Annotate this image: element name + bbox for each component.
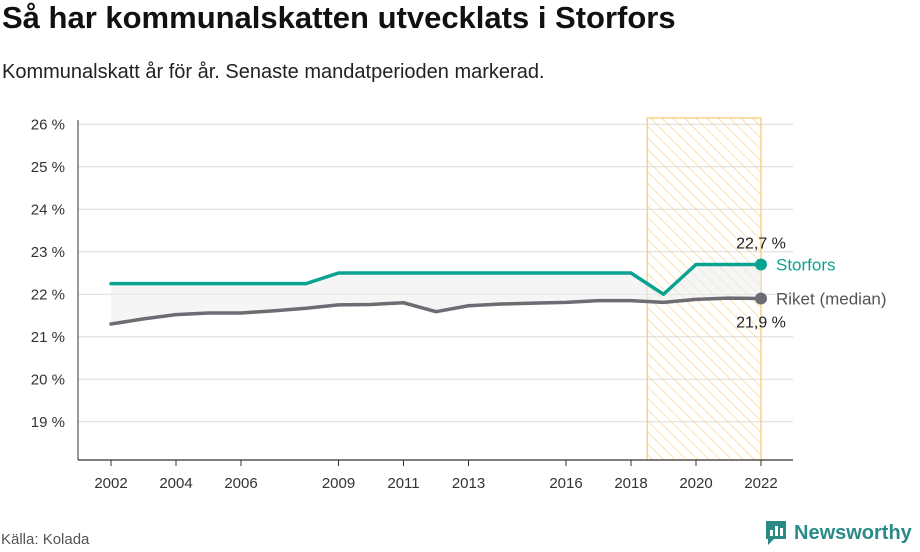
chart-title: Så har kommunalskatten utvecklats i Stor… [2,0,676,35]
x-tick-label: 2009 [322,475,355,492]
storfors-value-label: 22,7 % [736,236,786,253]
riket-endpoint [755,292,767,305]
y-tick-label: 25 % [31,159,65,176]
x-tick-label: 2006 [224,475,257,492]
x-tick-label: 2016 [549,475,582,492]
newsworthy-logo-icon [766,521,786,545]
y-tick-label: 20 % [31,371,65,388]
chart-subtitle: Kommunalskatt år för år. Senaste mandatp… [2,61,545,83]
y-tick-label: 22 % [31,286,65,303]
storfors-line [109,262,763,296]
y-tick-label: 26 % [31,116,65,133]
x-tick-label: 2020 [679,475,712,492]
x-tick-label: 2013 [452,475,485,492]
riket-series-label: Riket (median) [776,290,887,309]
source-note: Källa: Kolada [1,531,90,548]
storfors-endpoint [755,258,767,271]
y-tick-label: 19 % [31,414,65,431]
x-tick-label: 2018 [614,475,647,492]
x-tick-label: 2002 [94,475,127,492]
y-tick-label: 24 % [31,201,65,218]
x-tick-label: 2022 [744,475,777,492]
x-tick-label: 2004 [159,475,192,492]
riket-value-label: 21,9 % [736,315,786,332]
brand-name: Newsworthy [794,521,912,544]
y-tick-label: 23 % [31,244,65,261]
riket-line [109,296,763,326]
newsworthy-brand[interactable]: Newsworthy [764,519,912,547]
storfors-series-label: Storfors [776,256,836,275]
y-tick-label: 21 % [31,329,65,346]
x-tick-label: 2011 [387,475,419,492]
